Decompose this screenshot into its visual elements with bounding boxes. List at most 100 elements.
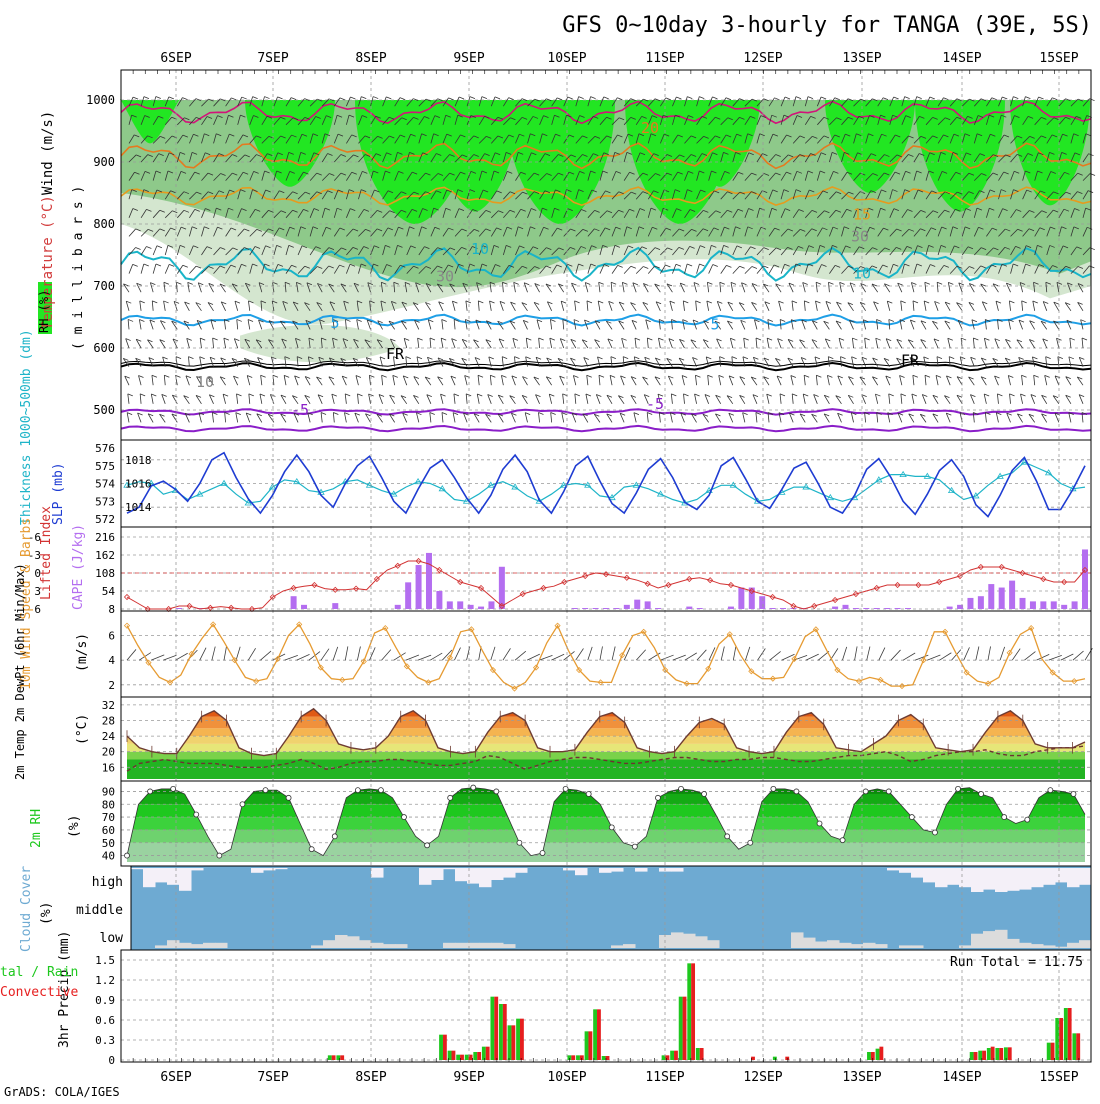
wind-barb-flag bbox=[1077, 191, 1083, 194]
isotherm-freezing bbox=[120, 360, 1092, 367]
wind-speed-point bbox=[360, 658, 367, 665]
wind-barb bbox=[853, 226, 857, 237]
wind-barb bbox=[660, 154, 668, 163]
wind-barb-flag bbox=[303, 208, 309, 212]
wind-barb bbox=[995, 301, 999, 311]
wind-barb bbox=[128, 96, 134, 107]
wind-barb bbox=[816, 227, 823, 237]
wind-barb bbox=[789, 412, 794, 423]
isotherm-20 bbox=[120, 142, 1092, 170]
wind-barb bbox=[974, 247, 982, 256]
precip-convective-bar bbox=[879, 1046, 884, 1060]
wind-barb bbox=[997, 319, 999, 330]
wind-barb bbox=[595, 394, 601, 404]
wind-barb-flag bbox=[127, 319, 134, 322]
wind-barb bbox=[913, 263, 918, 274]
wind-barb bbox=[645, 319, 649, 330]
wind-barb-flag bbox=[266, 115, 273, 119]
wind-barb bbox=[249, 154, 257, 163]
cape-bar bbox=[467, 604, 474, 609]
wind-barb bbox=[853, 246, 860, 256]
wind-barb bbox=[249, 115, 254, 125]
wind-barb-flag bbox=[908, 135, 914, 139]
wind-barb-flag bbox=[689, 209, 696, 212]
wind-barb bbox=[823, 395, 830, 405]
contour-label: FR bbox=[901, 351, 920, 369]
wind-barb-flag bbox=[824, 210, 830, 214]
wind-barb-flag bbox=[1018, 319, 1025, 323]
wind-barb-flag bbox=[1008, 375, 1014, 378]
wind-barb bbox=[177, 191, 185, 200]
wind-barb bbox=[913, 96, 918, 107]
precip-convective-bar bbox=[699, 1048, 704, 1060]
wind-barb-10m bbox=[369, 647, 376, 661]
wind-barb-flag bbox=[305, 376, 311, 379]
precip-convective-bar bbox=[1076, 1033, 1081, 1060]
thickness-point bbox=[196, 490, 204, 497]
wind-barb-flag bbox=[1013, 189, 1019, 192]
wind-barb bbox=[185, 375, 190, 386]
wind-barb bbox=[353, 283, 359, 293]
wind-barb bbox=[533, 302, 540, 312]
wind-barb-flag bbox=[644, 356, 650, 360]
wind-speed-point bbox=[511, 685, 518, 692]
wind-barb-flag bbox=[580, 246, 587, 249]
wind-barb bbox=[937, 152, 942, 163]
wind-barb bbox=[210, 319, 214, 330]
wind-barb-flag bbox=[833, 171, 839, 174]
lifted-index-point bbox=[540, 584, 547, 592]
wind-barb-flag bbox=[317, 283, 323, 286]
wind-barb bbox=[297, 209, 304, 219]
wind-barb bbox=[473, 413, 480, 423]
wind-barb-flag bbox=[688, 115, 694, 118]
wind-barb-10m bbox=[769, 651, 781, 661]
wind-barb bbox=[823, 413, 830, 423]
y-tick-temp: 20 bbox=[102, 746, 115, 759]
wind-barb-flag bbox=[620, 375, 626, 379]
wind-barb-flag bbox=[393, 281, 399, 285]
wind-barb bbox=[1054, 413, 1060, 423]
wind-barb-flag bbox=[184, 301, 190, 305]
wind-barb bbox=[804, 245, 810, 256]
date-label-top: 11SEP bbox=[645, 51, 684, 66]
wind-barb bbox=[1041, 413, 1048, 423]
wind-barb bbox=[535, 394, 540, 404]
wind-barb-flag bbox=[1026, 189, 1032, 193]
wind-barb-flag bbox=[400, 264, 406, 268]
wind-barb-flag bbox=[1077, 376, 1083, 380]
wind-barb-flag bbox=[885, 375, 891, 379]
cloud-high-bar bbox=[899, 868, 912, 873]
wind-barb-flag bbox=[583, 357, 589, 360]
wind-barb bbox=[792, 171, 798, 181]
wind-barb bbox=[539, 98, 547, 107]
wind-barb bbox=[208, 283, 214, 293]
wind-barb bbox=[307, 412, 311, 423]
wind-barb bbox=[320, 412, 323, 423]
wind-barb bbox=[768, 97, 775, 107]
wind-barb-flag bbox=[1068, 412, 1074, 416]
wind-barb-flag bbox=[348, 114, 355, 118]
wind-barb-flag bbox=[985, 319, 991, 322]
wind-barb-flag bbox=[461, 154, 468, 158]
wind-barb bbox=[872, 376, 879, 386]
wind-barb-flag bbox=[493, 170, 500, 174]
wind-barb-flag bbox=[549, 337, 555, 341]
cloud-high-bar bbox=[995, 868, 1008, 892]
wind-barb bbox=[986, 115, 990, 125]
wind-barb bbox=[792, 229, 801, 237]
wind-barb-flag bbox=[163, 281, 170, 285]
wind-barb bbox=[176, 152, 181, 163]
wind-barb bbox=[937, 134, 944, 144]
wind-barb-flag bbox=[641, 116, 647, 119]
wind-barb-flag bbox=[598, 281, 604, 285]
wind-barb-10m bbox=[417, 654, 432, 661]
wind-barb-flag bbox=[230, 227, 237, 231]
wind-barb bbox=[273, 170, 278, 181]
wind-barb-flag bbox=[147, 339, 153, 343]
precip-total-bar bbox=[670, 1050, 675, 1060]
y-label-temp-unit: (°C) bbox=[75, 714, 90, 745]
cloud-high-bar bbox=[599, 868, 612, 873]
wind-barb bbox=[213, 98, 221, 107]
cloud-high-bar bbox=[1067, 868, 1080, 888]
cape-bar bbox=[998, 587, 1005, 609]
